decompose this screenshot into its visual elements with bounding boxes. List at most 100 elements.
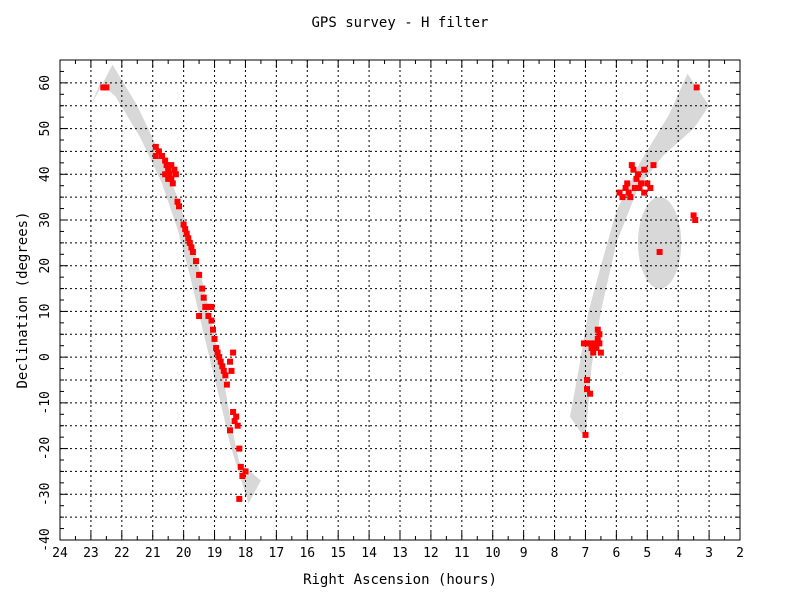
x-tick-label: 12 [423, 546, 439, 561]
data-point [211, 335, 218, 342]
data-point [587, 340, 594, 347]
axis-ticks [59, 59, 741, 541]
data-point [152, 153, 159, 159]
data-point [208, 303, 215, 310]
data-point [183, 230, 190, 237]
x-tick-label: 17 [269, 546, 285, 561]
data-point [162, 171, 169, 178]
data-point [180, 221, 187, 228]
y-tick-label: -30 [38, 483, 53, 506]
x-tick-label: 18 [238, 546, 254, 561]
data-point [636, 185, 643, 191]
y-tick-label: 50 [38, 121, 53, 137]
data-point [588, 345, 595, 351]
data-points [100, 84, 700, 502]
data-point [168, 175, 175, 182]
data-point [152, 143, 159, 150]
data-point [168, 162, 175, 169]
data-point [619, 194, 626, 201]
grid [60, 60, 740, 540]
y-tick-label: 10 [38, 304, 53, 320]
data-point [624, 180, 631, 187]
data-point [223, 381, 230, 388]
data-point [631, 185, 638, 191]
data-point [196, 271, 203, 278]
data-point [641, 166, 648, 173]
data-point [227, 358, 233, 365]
x-tick-label: 8 [551, 546, 559, 561]
data-point [582, 431, 589, 438]
x-tick-label: 7 [582, 546, 590, 561]
x-tick-label: 10 [485, 546, 501, 561]
data-point [650, 162, 657, 169]
data-point [162, 157, 169, 164]
y-tick-label: 0 [38, 353, 53, 361]
data-point [231, 418, 238, 425]
data-point [690, 212, 697, 219]
data-point [208, 317, 215, 324]
x-tick-label: 21 [145, 546, 161, 561]
data-point [656, 249, 663, 255]
data-point [627, 194, 634, 201]
data-point [193, 258, 199, 265]
data-point [159, 153, 165, 159]
y-tick-label: 30 [38, 212, 53, 228]
data-point [202, 303, 209, 310]
data-point [169, 180, 176, 187]
data-point [188, 244, 195, 251]
x-tick-label: 6 [612, 546, 620, 561]
x-tick-label: 24 [52, 546, 68, 561]
data-point [641, 189, 648, 196]
x-tick-label: 23 [83, 546, 99, 561]
data-point [103, 84, 110, 91]
data-point [216, 354, 223, 361]
x-tick-label: 5 [643, 546, 651, 561]
y-tick-label: -20 [38, 437, 53, 460]
x-tick-label: 19 [207, 546, 223, 561]
data-point [185, 235, 192, 242]
data-point [227, 427, 233, 434]
data-point [228, 367, 235, 374]
x-tick-label: 15 [330, 546, 346, 561]
data-point [176, 203, 182, 210]
data-point [239, 473, 246, 479]
data-point [692, 217, 699, 223]
x-tick-label: 11 [454, 546, 470, 561]
data-point [199, 285, 206, 292]
data-point [597, 349, 604, 356]
data-point [210, 326, 216, 333]
x-tick-label: 4 [674, 546, 682, 561]
data-point [222, 372, 229, 379]
data-point [587, 390, 594, 397]
data-point [593, 345, 600, 351]
data-point [155, 148, 162, 155]
data-point [638, 180, 645, 187]
data-point [214, 349, 221, 356]
x-axis-label: Right Ascension (hours) [303, 572, 497, 588]
data-point [242, 468, 249, 475]
data-point [628, 162, 635, 169]
survey-region-ellipse [638, 197, 682, 289]
x-tick-label: 20 [176, 546, 192, 561]
data-point [633, 175, 640, 182]
x-tick-label: 16 [299, 546, 315, 561]
data-point [165, 175, 172, 182]
y-tick-label: 60 [38, 75, 53, 91]
data-point [186, 239, 193, 246]
data-point [163, 162, 170, 169]
chart-title: GPS survey - H filter [311, 15, 488, 31]
data-point [220, 367, 227, 374]
data-point [230, 409, 237, 415]
x-tick-label: 13 [392, 546, 408, 561]
x-tick-label: 14 [361, 546, 377, 561]
survey-region-band-1 [90, 64, 261, 504]
data-point [237, 463, 244, 470]
x-tick-label: 22 [114, 546, 130, 561]
data-point [233, 413, 240, 420]
data-point [594, 326, 601, 333]
data-point [590, 349, 597, 356]
y-tick-label: -40 [38, 528, 53, 551]
data-point [584, 340, 590, 347]
data-point [172, 171, 179, 178]
